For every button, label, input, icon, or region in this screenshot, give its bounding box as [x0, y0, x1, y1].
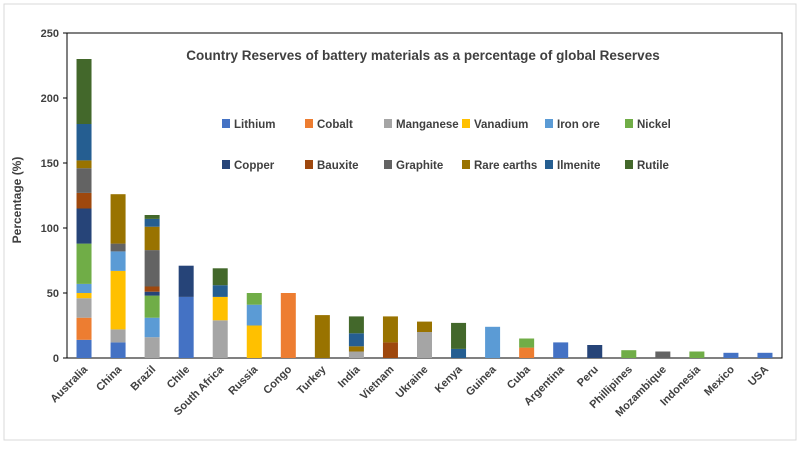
bar-segment	[451, 322, 467, 349]
legend-swatch	[545, 160, 553, 169]
legend-swatch	[384, 160, 392, 169]
bar-segment	[485, 326, 501, 358]
bar-segment	[76, 192, 92, 209]
chart-title: Country Reserves of battery materials as…	[186, 48, 659, 63]
bar-segment	[246, 293, 262, 305]
bar-segment	[144, 226, 160, 251]
legend-swatch	[625, 160, 633, 169]
legend-swatch	[222, 160, 230, 169]
bar-segment	[519, 347, 535, 358]
bar-segment	[212, 285, 228, 297]
bar-segment	[451, 348, 467, 358]
legend-label: Manganese	[396, 119, 459, 131]
bar-segment	[348, 316, 364, 334]
bar-segment	[110, 342, 126, 358]
y-tick-label: 0	[53, 353, 59, 365]
bar-segment	[621, 350, 637, 358]
bar-segment	[110, 270, 126, 330]
bar-segment	[519, 338, 535, 348]
legend: Lithium Cobalt Manganese Vanadium Iron ore Ni…	[222, 119, 671, 172]
bar-segment	[757, 352, 773, 358]
bar-segment	[723, 352, 739, 358]
bar-segment	[110, 243, 126, 252]
bar-segment	[417, 332, 432, 358]
bar-segment	[110, 329, 126, 343]
bar-segment	[76, 339, 92, 358]
legend-swatch	[305, 119, 313, 128]
bar-segment	[246, 325, 262, 358]
bar-segment	[144, 291, 160, 296]
legend-swatch	[462, 119, 470, 128]
bar-segment	[382, 342, 398, 358]
bar-segment	[144, 337, 160, 358]
legend-label: Copper	[234, 160, 275, 172]
bar-segment	[348, 351, 364, 358]
bar-segment	[144, 317, 160, 338]
legend-swatch	[545, 119, 553, 128]
bar-segment	[144, 250, 160, 287]
legend-label: Rutile	[637, 160, 669, 172]
bar-segment	[417, 321, 432, 332]
y-tick-label: 100	[41, 223, 59, 235]
bar-segment	[76, 124, 92, 161]
bar-segment	[144, 295, 160, 318]
bar-segment	[76, 298, 92, 318]
legend-label: Bauxite	[317, 160, 359, 172]
bar-segment	[110, 194, 126, 244]
bar-segment	[76, 59, 92, 124]
bar-segment	[212, 296, 228, 321]
legend-label: Graphite	[396, 160, 443, 172]
bar-segment	[178, 265, 194, 297]
bar-segment	[76, 317, 92, 340]
bar-segment	[76, 283, 92, 293]
bar-segment	[76, 243, 92, 284]
legend-swatch	[384, 119, 392, 128]
bar-segment	[76, 208, 92, 244]
bar-segment	[76, 293, 92, 299]
legend-swatch	[305, 160, 313, 169]
legend-label: Ilmenite	[557, 160, 600, 172]
bar-segment	[144, 286, 160, 292]
bar-segment	[689, 351, 705, 358]
bar-segment	[144, 215, 160, 219]
bar-segment	[76, 168, 92, 193]
bar-segment	[246, 304, 262, 326]
bar-segment	[314, 315, 330, 358]
bar-segment	[76, 160, 92, 169]
bar-segment	[110, 251, 126, 271]
y-tick-label: 250	[41, 28, 59, 40]
legend-label: Vanadium	[474, 119, 528, 131]
bars-group	[76, 59, 773, 358]
bar-segment	[144, 218, 160, 227]
bar-segment	[280, 293, 296, 358]
bar-segment	[348, 346, 364, 352]
bar-segment	[212, 268, 228, 286]
bar-segment	[212, 320, 228, 358]
bar-segment	[178, 296, 194, 358]
y-tick-label: 50	[47, 288, 59, 300]
legend-swatch	[625, 119, 633, 128]
chart-border	[3, 3, 797, 441]
legend-label: Cobalt	[317, 119, 353, 131]
bar-segment	[553, 342, 569, 358]
y-tick-label: 200	[41, 93, 59, 105]
bar-segment	[348, 333, 364, 347]
legend-label: Iron ore	[557, 119, 600, 131]
y-axis: 0 50 100 150 200 250	[41, 28, 67, 365]
legend-label: Rare earths	[474, 160, 537, 172]
bar-segment	[382, 316, 398, 343]
bar-segment	[587, 345, 603, 358]
y-axis-label: Percentage (%)	[10, 157, 24, 244]
bar-segment	[655, 351, 671, 358]
legend-label: Nickel	[637, 119, 671, 131]
legend-swatch	[462, 160, 470, 169]
legend-swatch	[222, 119, 230, 128]
y-tick-label: 150	[41, 158, 59, 170]
legend-label: Lithium	[234, 119, 276, 131]
